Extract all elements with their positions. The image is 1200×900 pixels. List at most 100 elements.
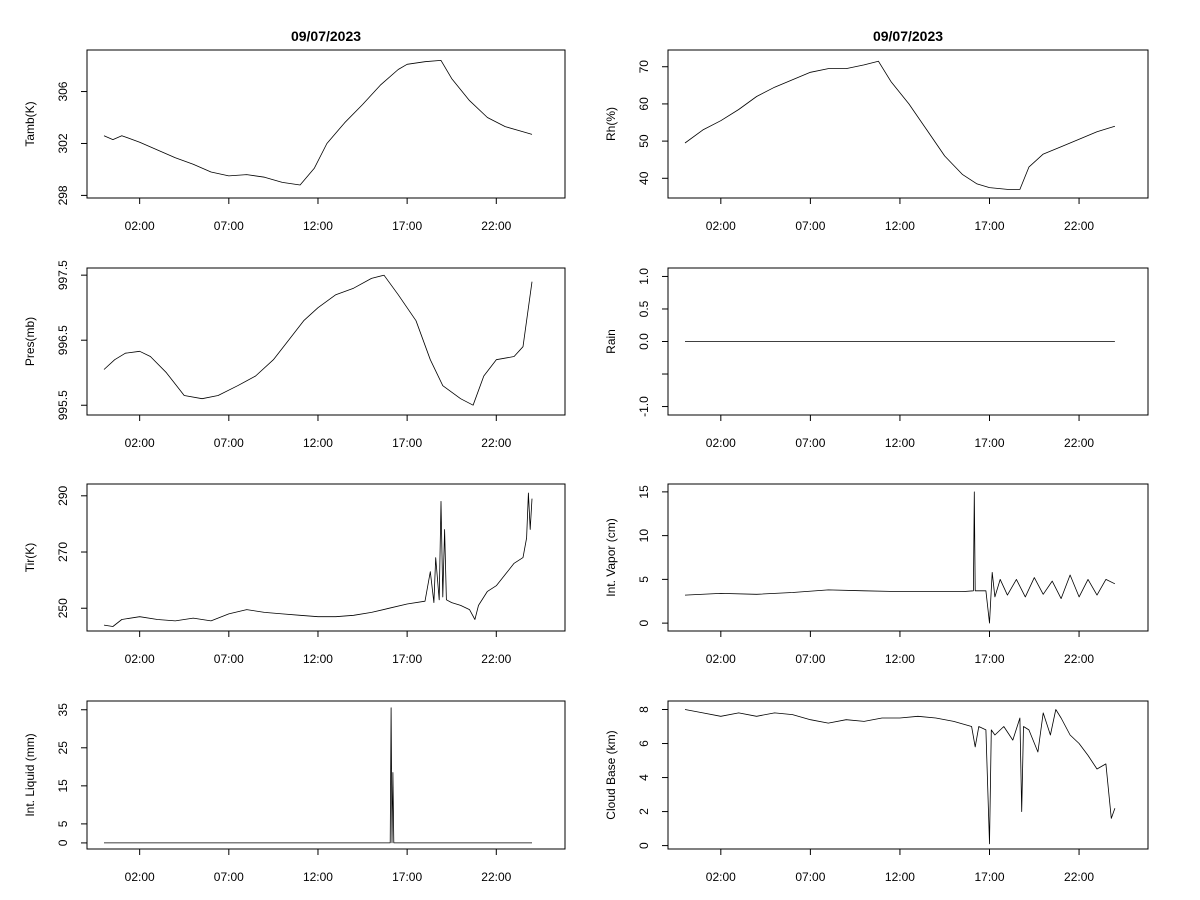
x-tick-label: 22:00 [1064, 436, 1094, 450]
y-tick-label: 0 [56, 839, 70, 846]
plot-frame [86, 49, 566, 199]
x-tick-label: 02:00 [706, 652, 736, 666]
y-tick-label: 302 [56, 133, 70, 153]
x-tick-label: 12:00 [885, 436, 915, 450]
y-tick-label: 0.5 [637, 300, 651, 317]
x-tick-label: 02:00 [125, 436, 155, 450]
plot-frame [86, 267, 566, 416]
y-tick-label: 0 [637, 619, 651, 626]
x-tick-label: 12:00 [303, 870, 333, 884]
y-tick-label: 250 [56, 598, 70, 618]
series-line-cloud-base [684, 709, 1116, 845]
y-tick-label: 10 [637, 529, 651, 543]
y-tick-label: 5 [56, 820, 70, 827]
y-tick-label: 290 [56, 485, 70, 505]
x-tick-label: 22:00 [481, 219, 511, 233]
y-tick-label: 8 [637, 706, 651, 713]
x-tick-label: 17:00 [974, 870, 1004, 884]
y-tick-label: -1.0 [637, 396, 651, 417]
chart-title: 09/07/2023 [291, 28, 361, 44]
y-tick-label: 996.5 [56, 325, 70, 355]
x-tick-label: 22:00 [1064, 652, 1094, 666]
y-axis-label: Pres(mb) [23, 317, 37, 366]
y-tick-label: 70 [637, 60, 651, 74]
series-line-tir [103, 492, 533, 627]
panel-rh: 09/07/2023 Rh(%) 02:00 07:00 12:00 17:00 22:00… [604, 28, 1149, 233]
series-line-rh [684, 60, 1116, 190]
x-tick-label: 22:00 [1064, 219, 1094, 233]
x-tick-label: 17:00 [974, 436, 1004, 450]
y-tick-label: 6 [637, 740, 651, 747]
y-axis-label: Tamb(K) [23, 101, 37, 146]
panel-tir: Tir(K) 02:00 07:00 12:00 17:00 22:00 250 270 290 [23, 483, 566, 666]
y-tick-label: 15 [56, 779, 70, 793]
x-tick-label: 02:00 [125, 219, 155, 233]
y-tick-label: 298 [56, 185, 70, 205]
y-tick-label: 35 [56, 703, 70, 717]
plot-frame [667, 700, 1149, 850]
x-tick-label: 22:00 [481, 870, 511, 884]
x-tick-label: 12:00 [885, 870, 915, 884]
x-tick-label: 17:00 [392, 219, 422, 233]
y-tick-label: 15 [637, 485, 651, 499]
x-tick-label: 12:00 [885, 652, 915, 666]
x-tick-label: 12:00 [303, 652, 333, 666]
plot-frame [667, 49, 1149, 199]
y-axis-label: Rain [604, 329, 618, 354]
panel-rain: Rain 02:00 07:00 12:00 17:00 22:00 -1.0 0.0 0.5 1… [604, 267, 1149, 450]
y-tick-label: 270 [56, 542, 70, 562]
y-tick-label: 2 [637, 808, 651, 815]
x-tick-label: 02:00 [125, 870, 155, 884]
x-tick-label: 22:00 [481, 652, 511, 666]
y-tick-label: 4 [637, 774, 651, 781]
x-tick-label: 17:00 [974, 219, 1004, 233]
y-tick-label: 0 [637, 842, 651, 849]
y-axis-label: Tir(K) [23, 543, 37, 573]
x-tick-label: 07:00 [214, 652, 244, 666]
y-axis-label: Cloud Base (km) [604, 730, 618, 819]
y-tick-label: 0.0 [637, 333, 651, 350]
x-tick-label: 07:00 [795, 219, 825, 233]
x-tick-label: 02:00 [706, 436, 736, 450]
panel-int-vapor: Int. Vapor (cm) 02:00 07:00 12:00 17:00 22:00… [604, 483, 1149, 666]
y-axis-label: Int. Vapor (cm) [604, 518, 618, 596]
x-tick-label: 17:00 [392, 652, 422, 666]
x-tick-label: 22:00 [481, 436, 511, 450]
x-tick-label: 12:00 [885, 219, 915, 233]
x-tick-label: 17:00 [974, 652, 1004, 666]
y-tick-label: 1.0 [637, 268, 651, 285]
x-tick-label: 02:00 [706, 870, 736, 884]
chart-title: 09/07/2023 [873, 28, 943, 44]
panel-pres: Pres(mb) 02:00 07:00 12:00 17:00 22:00 995.5 99… [23, 260, 566, 450]
y-tick-label: 40 [637, 171, 651, 185]
x-tick-label: 07:00 [214, 436, 244, 450]
x-tick-label: 12:00 [303, 436, 333, 450]
x-tick-label: 07:00 [214, 219, 244, 233]
y-tick-label: 60 [637, 97, 651, 111]
series-line-int-vapor [684, 491, 1116, 624]
y-tick-label: 306 [56, 81, 70, 101]
x-tick-label: 07:00 [214, 870, 244, 884]
series-line-tamb [103, 60, 533, 186]
x-tick-label: 02:00 [125, 652, 155, 666]
x-tick-label: 17:00 [392, 436, 422, 450]
x-tick-label: 07:00 [795, 436, 825, 450]
x-tick-label: 12:00 [303, 219, 333, 233]
y-tick-label: 25 [56, 741, 70, 755]
y-tick-label: 997.5 [56, 260, 70, 290]
y-tick-label: 5 [637, 576, 651, 583]
y-tick-label: 50 [637, 134, 651, 148]
plot-frame [86, 700, 566, 850]
plot-frame [86, 483, 566, 632]
panel-tamb: 09/07/2023 Tamb(K) 02:00 07:00 12:00 17:00 22:… [23, 28, 566, 233]
plot-frame [667, 483, 1149, 632]
series-line-int-liquid [104, 707, 532, 844]
series-line-pres [103, 274, 533, 406]
x-tick-label: 22:00 [1064, 870, 1094, 884]
panel-cloud-base: Cloud Base (km) 02:00 07:00 12:00 17:00 22:00… [604, 700, 1149, 884]
y-axis-label: Int. Liquid (mm) [23, 733, 37, 816]
x-tick-label: 02:00 [706, 219, 736, 233]
panel-int-liquid: Int. Liquid (mm) 02:00 07:00 12:00 17:00 22:0… [23, 700, 566, 884]
x-tick-label: 07:00 [795, 870, 825, 884]
